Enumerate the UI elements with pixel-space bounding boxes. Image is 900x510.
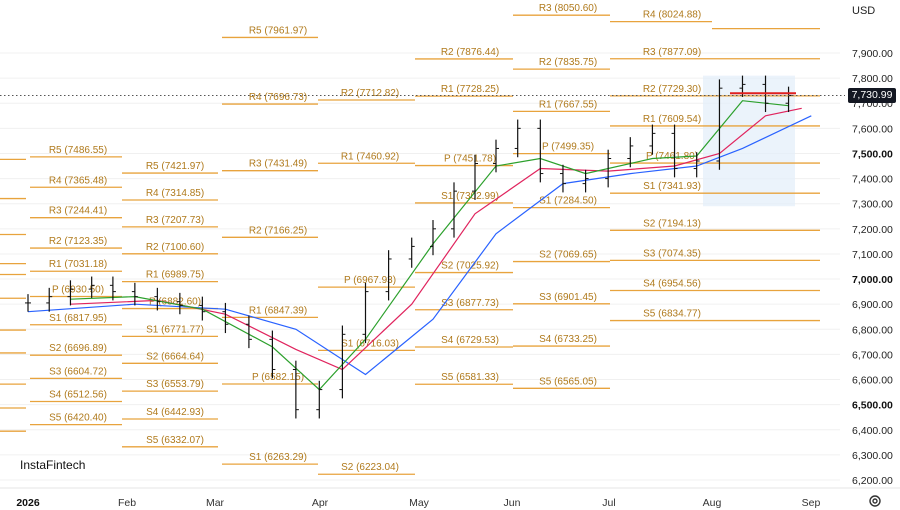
pivot-label: S2 (6664.64) xyxy=(146,351,204,362)
pivot-label: R1 (7031.18) xyxy=(49,259,107,270)
x-tick-label: Feb xyxy=(118,497,136,509)
pivot-label: S1 (6817.95) xyxy=(49,313,107,324)
pivot-label: R1 (7667.55) xyxy=(539,99,597,110)
pivot-label: S1 (7341.93) xyxy=(643,181,701,192)
pivot-label: S4 (6512.56) xyxy=(49,389,107,400)
y-tick-label: 7,300.00 xyxy=(852,199,893,211)
pivot-label: S3 (7074.35) xyxy=(643,248,701,259)
pivot-label: R5 (7961.97) xyxy=(249,25,307,36)
pivot-label: R2 (7876.44) xyxy=(441,47,499,58)
pivot-label: S4 (6442.93) xyxy=(146,407,204,418)
pivot-label: S4 (6729.53) xyxy=(441,335,499,346)
last-price-badge: 7,730.99 xyxy=(848,88,896,103)
pivot-label: R4 (8024.88) xyxy=(643,10,701,21)
currency-label[interactable]: USD xyxy=(852,5,876,17)
ma-fast-line xyxy=(70,100,789,391)
pivot-label: S5 (6420.40) xyxy=(49,413,107,424)
pivot-label: S3 (6553.79) xyxy=(146,379,204,390)
pivot-label: R1 (7609.54) xyxy=(643,114,701,125)
pivot-label: R5 (7486.55) xyxy=(49,145,107,156)
x-tick-label: Mar xyxy=(206,497,225,509)
y-tick-label: 6,900.00 xyxy=(852,299,893,311)
pivot-label: P (6582.15) xyxy=(252,372,304,383)
pivot-label: S2 (7025.92) xyxy=(441,261,499,272)
y-tick-label: 7,400.00 xyxy=(852,174,893,186)
pivot-label: S5 (6332.07) xyxy=(146,435,204,446)
pivot-label: S4 (6733.25) xyxy=(539,334,597,345)
x-tick-label: Jun xyxy=(504,497,521,509)
pivot-label: S2 (7069.65) xyxy=(539,250,597,261)
pivot-label: R2 (7712.82) xyxy=(341,88,399,99)
x-tick-label: May xyxy=(409,497,430,509)
gear-icon[interactable] xyxy=(868,494,882,508)
y-tick-label: 7,000.00 xyxy=(852,274,893,286)
pivot-label: S3 (6901.45) xyxy=(539,292,597,303)
pivot-label: R2 (7123.35) xyxy=(49,236,107,247)
brand-watermark: InstaFintech xyxy=(16,456,90,474)
pivot-label: S3 (6604.72) xyxy=(49,366,107,377)
x-tick-label: Apr xyxy=(312,497,329,509)
pivot-label: P (6882.60) xyxy=(149,297,201,308)
pivot-label: P (7451.78) xyxy=(444,154,496,165)
pivot-label: S2 (6223.04) xyxy=(341,462,399,473)
pivot-label: R5 (7421.97) xyxy=(146,161,204,172)
pivot-label: R3 (7431.49) xyxy=(249,159,307,170)
pivot-label: R4 (7696.73) xyxy=(249,92,307,103)
pivot-label: R2 (7100.60) xyxy=(146,242,204,253)
pivot-label: S5 (6581.33) xyxy=(441,372,499,383)
pivot-label: R1 (7460.92) xyxy=(341,151,399,162)
y-tick-label: 7,800.00 xyxy=(852,73,893,85)
pivot-label: S3 (6877.73) xyxy=(441,298,499,309)
pivot-label: S1 (7284.50) xyxy=(539,196,597,207)
y-tick-label: 7,900.00 xyxy=(852,48,893,60)
x-tick-label: Aug xyxy=(703,497,722,509)
y-tick-label: 7,500.00 xyxy=(852,148,893,160)
pivot-label: S2 (6696.89) xyxy=(49,343,107,354)
y-tick-label: 6,300.00 xyxy=(852,450,893,462)
pivot-label: S4 (6954.56) xyxy=(643,278,701,289)
y-tick-label: 6,600.00 xyxy=(852,375,893,387)
ma-slow-line xyxy=(27,115,812,376)
y-tick-label: 7,100.00 xyxy=(852,249,893,261)
pivot-label: R3 (7207.73) xyxy=(146,215,204,226)
y-tick-label: 7,600.00 xyxy=(852,123,893,135)
pivot-label: S1 (7302.99) xyxy=(441,191,499,202)
pivot-label: S2 (7194.13) xyxy=(643,218,701,229)
pivot-label: R4 (7314.85) xyxy=(146,188,204,199)
pivot-label: P (7461.80) xyxy=(646,151,698,162)
pivot-label: R1 (6989.75) xyxy=(146,270,204,281)
x-tick-label: Sep xyxy=(802,497,821,509)
pivot-label: S5 (6565.05) xyxy=(539,376,597,387)
pivot-label: S1 (6263.29) xyxy=(249,452,307,463)
pivot-label: S5 (6834.77) xyxy=(643,309,701,320)
y-tick-label: 6,700.00 xyxy=(852,349,893,361)
x-tick-label: 2026 xyxy=(16,497,40,509)
pivot-label: R2 (7835.75) xyxy=(539,57,597,68)
pivot-label: R1 (7728.25) xyxy=(441,84,499,95)
pivot-label: R3 (8050.60) xyxy=(539,3,597,14)
pivot-label: R2 (7729.30) xyxy=(643,84,701,95)
pivot-label: P (6967.93) xyxy=(344,275,396,286)
y-tick-label: 7,200.00 xyxy=(852,224,893,236)
pivot-label: S1 (6771.77) xyxy=(146,324,204,335)
x-tick-label: Jul xyxy=(602,497,615,509)
pivot-label: R3 (7877.09) xyxy=(643,47,701,58)
pivot-label: P (6930.50) xyxy=(52,285,104,296)
y-tick-label: 6,200.00 xyxy=(852,475,893,487)
y-tick-label: 6,400.00 xyxy=(852,425,893,437)
pivot-label: R4 (7365.48) xyxy=(49,175,107,186)
y-tick-label: 6,800.00 xyxy=(852,324,893,336)
pivot-label: R2 (7166.25) xyxy=(249,225,307,236)
y-tick-label: 6,500.00 xyxy=(852,400,893,412)
pivot-label: P (7499.35) xyxy=(542,142,594,153)
pivot-label: R3 (7244.41) xyxy=(49,206,107,217)
pivot-label: R1 (6847.39) xyxy=(249,305,307,316)
volume-profile-zone xyxy=(703,75,795,207)
